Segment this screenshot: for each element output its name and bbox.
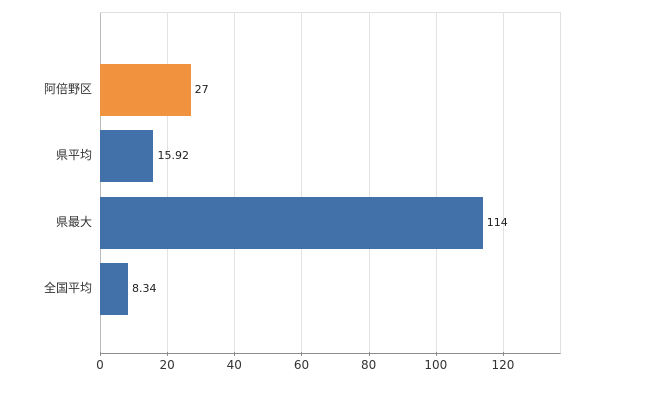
- category-label: 県最大: [55, 214, 92, 229]
- x-axis-tick-label: 60: [293, 358, 310, 372]
- gridline: [502, 13, 504, 353]
- category-label: 全国平均: [43, 281, 92, 295]
- bar-3: [100, 196, 483, 249]
- x-axis-tick-label: 100: [424, 358, 448, 372]
- x-axis-tick-label: 40: [226, 358, 242, 372]
- bar-value-label: 8.34: [132, 282, 157, 295]
- category-label: 県平均: [55, 148, 92, 162]
- gridline: [301, 13, 303, 353]
- bar-4: [100, 263, 128, 315]
- x-axis-tick-label: 80: [360, 358, 377, 372]
- x-axis-tick: [301, 352, 303, 356]
- x-axis-tick: [368, 352, 370, 356]
- x-axis-tick: [100, 352, 101, 356]
- x-axis-tick: [234, 352, 236, 356]
- gridline: [435, 13, 437, 353]
- gridline: [368, 13, 370, 353]
- bar-1: [100, 63, 191, 116]
- gridline: [100, 13, 101, 353]
- gridline: [234, 13, 236, 353]
- bar-value-label: 27: [194, 82, 209, 96]
- bar-value-label: 114: [486, 215, 508, 229]
- bar-2: [100, 130, 154, 182]
- bar-value-label: 15.92: [157, 149, 189, 162]
- x-axis-tick: [502, 352, 504, 356]
- x-axis-tick-label: 0: [96, 358, 104, 372]
- x-axis-tick-label: 20: [159, 358, 175, 372]
- x-axis-tick: [435, 352, 437, 356]
- x-axis-tick-label: 120: [491, 358, 515, 372]
- gridline: [167, 13, 169, 353]
- x-axis-tick: [167, 352, 169, 356]
- category-label: 阿倍野区: [43, 81, 92, 96]
- plot-area: 27 15.92 114 8.34: [100, 12, 561, 354]
